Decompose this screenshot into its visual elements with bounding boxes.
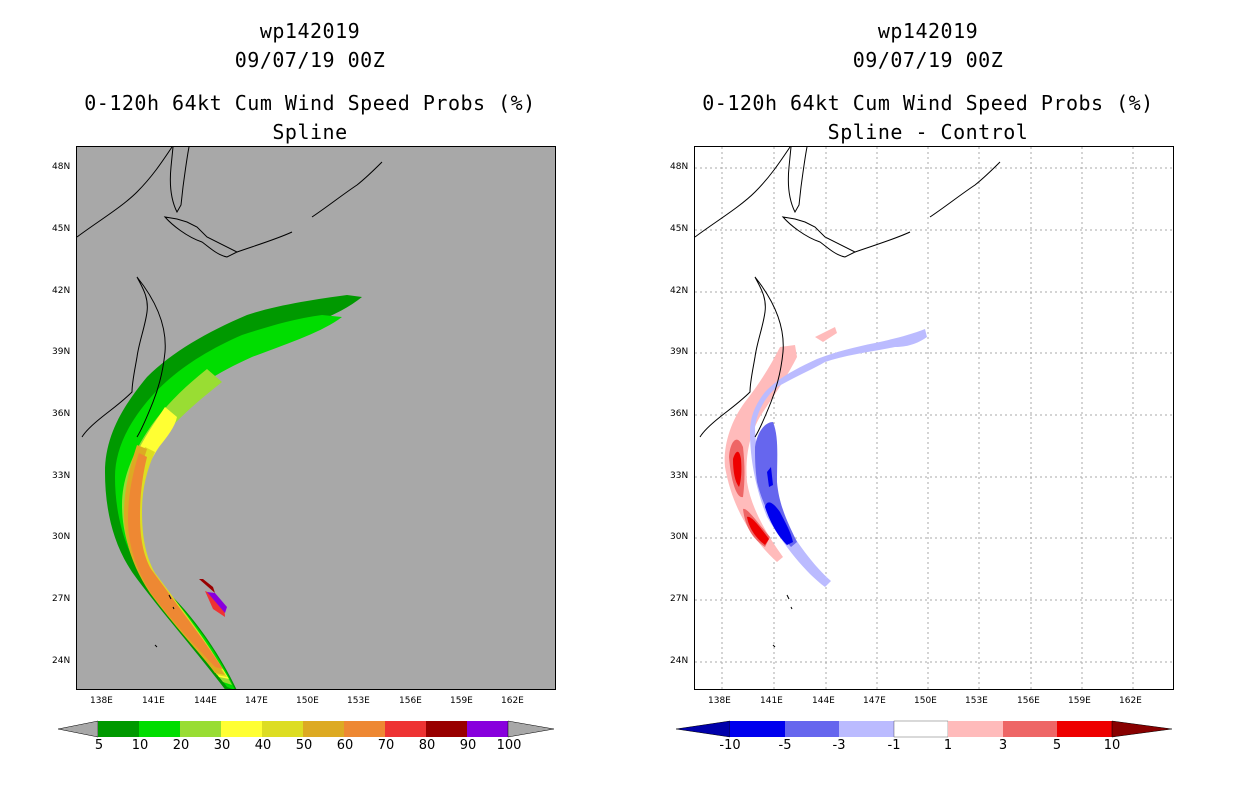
lat-label: 45N [52, 224, 71, 234]
colorbar-label: 20 [172, 738, 190, 753]
swath-90-100pct [207, 592, 227, 613]
colorbar-label: 30 [213, 738, 231, 753]
coastlines [695, 147, 1001, 648]
coast-russia-korea [77, 147, 173, 238]
lon-label: 156E [1017, 696, 1040, 706]
lon-label: 144E [194, 696, 217, 706]
lat-label: 30N [52, 532, 71, 542]
coast-honshu [81, 276, 166, 438]
probability-swath [105, 295, 362, 689]
lat-label: 27N [52, 594, 71, 604]
colorbar-label: -1 [887, 738, 901, 753]
coast-islands-south [154, 594, 175, 648]
swath-70pct [205, 591, 225, 617]
lon-label: 159E [1068, 696, 1091, 706]
coast-russia-korea [695, 147, 791, 238]
lat-label: 39N [670, 347, 689, 357]
colorbar-label: -5 [778, 738, 792, 753]
colorbar-label: 50 [295, 738, 313, 753]
lon-label: 156E [399, 696, 422, 706]
coast-honshu [699, 276, 784, 438]
left-colorbar-swatches [57, 720, 555, 738]
lat-label: 39N [52, 347, 71, 357]
coast-sakhalin [787, 147, 808, 214]
lat-label: 36N [52, 409, 71, 419]
lon-label: 159E [450, 696, 473, 706]
lat-label: 33N [52, 471, 71, 481]
lon-label: 141E [142, 696, 165, 706]
coastlines [77, 147, 383, 648]
left-probability-map [76, 146, 556, 690]
lon-label: 144E [812, 696, 835, 706]
colorbar-label: 60 [336, 738, 354, 753]
coast-sakhalin [169, 147, 190, 214]
colorbar-label: 90 [459, 738, 477, 753]
lon-label: 150E [296, 696, 319, 706]
diff-minus-3-5 [755, 422, 797, 547]
colorbar-label: 80 [418, 738, 436, 753]
colorbar-label: 10 [1103, 738, 1121, 753]
lon-label: 138E [90, 696, 113, 706]
colorbar-label: 5 [1052, 738, 1062, 753]
colorbar-label: 1 [943, 738, 953, 753]
colorbar-label: -3 [832, 738, 846, 753]
lon-label: 150E [914, 696, 937, 706]
coast-islands-south [772, 594, 793, 648]
colorbar-label: 5 [94, 738, 104, 753]
diff-plus-1-3 [724, 327, 837, 562]
right-difference-map [694, 146, 1174, 690]
diff-plus-5-10 [733, 451, 769, 545]
colorbar-label: 10 [131, 738, 149, 753]
lat-label: 33N [670, 471, 689, 481]
lon-label: 141E [760, 696, 783, 706]
lat-label: 24N [52, 656, 71, 666]
colorbar-label: 3 [998, 738, 1008, 753]
lat-label: 45N [670, 224, 689, 234]
coast-hokkaido [163, 216, 239, 258]
lat-label: 30N [670, 532, 689, 542]
lat-label: 24N [670, 656, 689, 666]
map-background [695, 147, 1173, 689]
lon-label: 147E [863, 696, 886, 706]
left-title-date: 09/07/19 00Z [234, 48, 386, 72]
lat-label: 36N [670, 409, 689, 419]
left-colorbar [57, 720, 555, 742]
colorbar-label: 100 [496, 738, 522, 753]
right-title-method: Spline - Control [827, 120, 1029, 144]
right-title-storm-id: wp142019 [877, 19, 979, 43]
coast-hokkaido [781, 216, 857, 258]
right-colorbar-swatches [675, 720, 1173, 738]
lat-label: 48N [670, 162, 689, 172]
lon-label: 147E [245, 696, 268, 706]
positive-difference [724, 327, 837, 562]
negative-difference [750, 329, 927, 587]
lat-label: 27N [670, 594, 689, 604]
diff-minus-5-10 [765, 467, 793, 545]
lon-label: 153E [965, 696, 988, 706]
left-title-storm-id: wp142019 [259, 19, 361, 43]
right-title-date: 09/07/19 00Z [852, 48, 1004, 72]
left-title-product: 0-120h 64kt Cum Wind Speed Probs (%) [84, 91, 536, 115]
lon-label: 162E [1119, 696, 1142, 706]
swath-80pct [199, 579, 215, 593]
left-title-method: Spline [272, 120, 348, 144]
lon-label: 153E [347, 696, 370, 706]
colorbar-label: 40 [254, 738, 272, 753]
colorbar-label: 70 [377, 738, 395, 753]
lat-label: 42N [670, 286, 689, 296]
colorbar-label: -10 [719, 738, 741, 753]
lon-label: 162E [501, 696, 524, 706]
coast-kuril-islands [854, 161, 1001, 253]
coast-kuril-islands [236, 161, 383, 253]
right-title-product: 0-120h 64kt Cum Wind Speed Probs (%) [702, 91, 1154, 115]
lon-label: 138E [708, 696, 731, 706]
swath-60pct [128, 453, 223, 669]
lat-label: 48N [52, 162, 71, 172]
lat-label: 42N [52, 286, 71, 296]
right-colorbar [675, 720, 1173, 742]
